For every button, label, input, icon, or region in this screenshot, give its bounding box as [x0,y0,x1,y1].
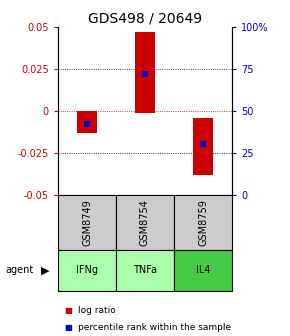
Text: GSM8759: GSM8759 [198,199,208,246]
Text: agent: agent [6,265,34,276]
Bar [135,32,155,113]
Text: ■: ■ [64,306,72,315]
Bar [193,118,213,175]
Text: GSM8754: GSM8754 [140,199,150,246]
Text: IL4: IL4 [196,265,210,276]
Bar [77,111,97,133]
Text: TNFa: TNFa [133,265,157,276]
Text: log ratio: log ratio [78,306,116,315]
Text: ▶: ▶ [41,265,49,276]
Text: GDS498 / 20649: GDS498 / 20649 [88,12,202,26]
Text: GSM8749: GSM8749 [82,199,92,246]
Text: IFNg: IFNg [76,265,98,276]
Text: ■: ■ [64,323,72,332]
Text: percentile rank within the sample: percentile rank within the sample [78,323,231,332]
